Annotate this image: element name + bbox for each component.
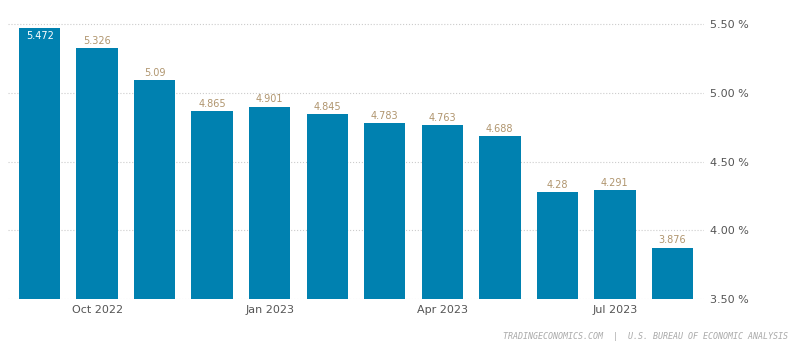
Bar: [19, 28, 60, 299]
Bar: [134, 80, 175, 299]
Bar: [652, 248, 693, 299]
Text: 4.901: 4.901: [256, 95, 283, 105]
Text: TRADINGECONOMICS.COM  |  U.S. BUREAU OF ECONOMIC ANALYSIS: TRADINGECONOMICS.COM | U.S. BUREAU OF EC…: [503, 332, 788, 341]
Bar: [249, 107, 290, 299]
Text: 4.291: 4.291: [601, 179, 629, 189]
Text: 3.876: 3.876: [658, 236, 686, 246]
Text: 4.763: 4.763: [429, 114, 456, 123]
Text: 5.472: 5.472: [26, 31, 54, 41]
Text: 4.688: 4.688: [486, 124, 514, 134]
Text: 5.326: 5.326: [83, 36, 111, 46]
Bar: [306, 114, 348, 299]
Bar: [479, 136, 521, 299]
Bar: [77, 48, 118, 299]
Bar: [364, 123, 406, 299]
Text: 4.783: 4.783: [371, 111, 398, 121]
Text: 4.865: 4.865: [198, 99, 226, 109]
Bar: [191, 111, 233, 299]
Text: 4.28: 4.28: [546, 180, 568, 190]
Bar: [422, 126, 463, 299]
Text: 4.845: 4.845: [314, 102, 341, 112]
Bar: [594, 191, 635, 299]
Text: 5.09: 5.09: [144, 68, 166, 78]
Bar: [537, 192, 578, 299]
